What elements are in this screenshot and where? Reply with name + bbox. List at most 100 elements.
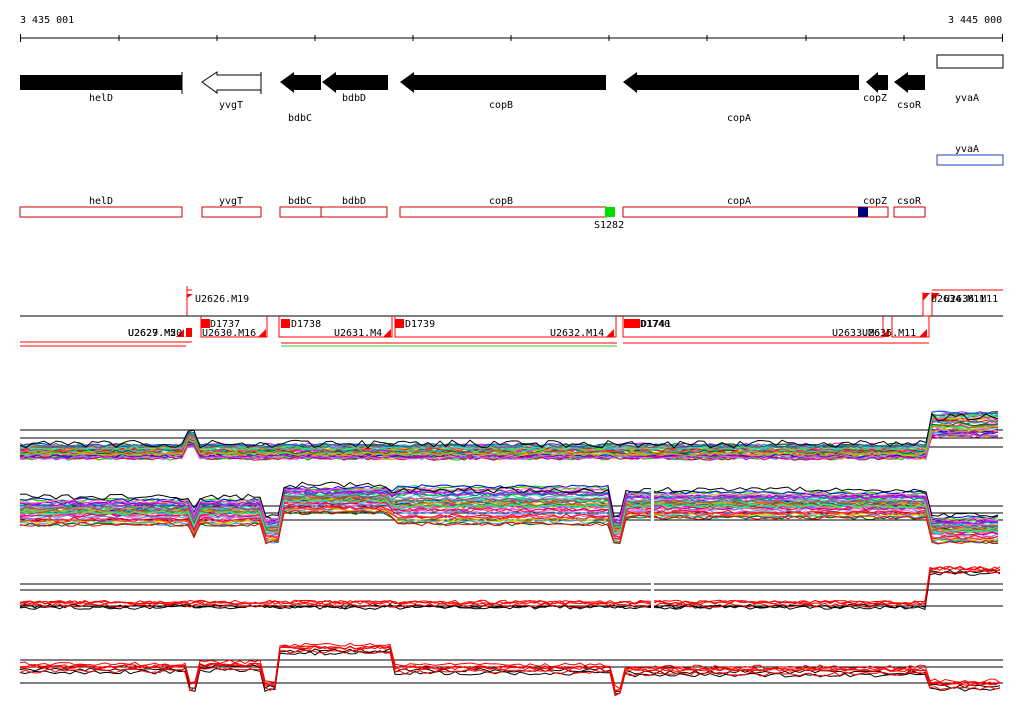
track3-profile (19, 565, 1001, 605)
track1-profile (19, 419, 999, 453)
segment-marker[interactable] (395, 319, 404, 328)
segment-track: U2626.M19 U2629.M5 U2627.M20 D1737 U2630… (20, 286, 1003, 347)
track3-profile (19, 565, 1001, 605)
cds-label: copA (727, 196, 751, 207)
track1-profile (19, 424, 999, 455)
segment-label: U2629.M5 (128, 328, 176, 339)
cds-label: yvaA (955, 144, 979, 155)
segment-label: D1741 (641, 319, 671, 330)
track2-profile (19, 508, 999, 543)
segment-bracket[interactable] (278, 316, 393, 338)
segment-label: U2634.M11 (931, 294, 985, 305)
segment-corner (258, 329, 266, 337)
track1-profile (19, 425, 999, 456)
segment-corner (187, 294, 193, 298)
cds-box-yvgT[interactable] (201, 206, 262, 218)
segment-marker[interactable] (201, 319, 210, 328)
segment-label: U2635.M11 (862, 328, 916, 339)
segment-marker[interactable] (624, 319, 640, 328)
segment-marker[interactable] (281, 319, 290, 328)
segment-label: D1737 (210, 319, 240, 330)
cds-box-copB[interactable] (399, 206, 607, 218)
track2-profile (19, 510, 999, 545)
gene-label: copA (727, 113, 751, 124)
track-gap (651, 578, 654, 612)
segment-label: U2630.M16 (202, 328, 256, 339)
cds-label: copZ (863, 196, 887, 207)
ruler-ticks (20, 34, 1003, 42)
track4-profile (19, 649, 1001, 697)
gene-bdbC[interactable]: bdbC (280, 72, 321, 124)
site-label: S1282 (594, 220, 624, 231)
segment-label: U2632.M14 (550, 328, 604, 339)
cds-box-bdbC[interactable] (279, 206, 322, 218)
track2-profile (19, 507, 999, 543)
cds-label: yvgT (219, 196, 243, 207)
cds-box-copA[interactable] (622, 206, 889, 218)
track4-profile (19, 642, 1001, 690)
coord-end: 3 445 000 (948, 15, 1002, 26)
track4-profile (19, 650, 1001, 695)
track4-profile (19, 644, 1001, 692)
cds-box-bdbD[interactable] (320, 206, 388, 218)
track2-profile (19, 494, 999, 529)
cds-label: copB (489, 196, 513, 207)
segment-corner (606, 329, 614, 337)
segment-label: D1740 (640, 319, 670, 330)
cds-box-helD[interactable] (19, 206, 183, 218)
segment-marker[interactable] (186, 328, 192, 337)
segment-bracket[interactable] (622, 316, 884, 338)
gene-copB[interactable]: copB (400, 72, 606, 111)
segment-corner (923, 293, 930, 301)
segment-corner (176, 329, 184, 337)
cds-label: bdbC (288, 196, 312, 207)
segment-label: U2631.M4 (334, 328, 382, 339)
track2-profile (19, 490, 999, 526)
track1-profile (19, 432, 999, 461)
track2-profile (19, 489, 999, 525)
track3-profile (19, 570, 1001, 608)
gene-csoR[interactable]: csoR (894, 72, 925, 111)
segment-label: U2633.M6 (832, 328, 880, 339)
site-green-marker[interactable] (605, 207, 615, 217)
track2-profile (19, 498, 999, 534)
coord-start: 3 435 001 (20, 15, 74, 26)
gene-label: yvgT (219, 100, 243, 111)
segment-corner (881, 329, 889, 337)
cds-box-csoR[interactable] (893, 206, 926, 218)
gene-label: csoR (897, 100, 922, 111)
yvaA-box[interactable]: yvaA (936, 144, 1004, 166)
gene-bdbD[interactable]: bdbD (322, 72, 388, 104)
cds-label: helD (89, 196, 113, 207)
track4-profile (19, 647, 1001, 693)
track2-profile-black (19, 481, 999, 518)
gene-label: helD (89, 93, 113, 104)
segment-corner (383, 329, 391, 337)
track1-profile-black (19, 412, 999, 449)
gene-label: yvaA (955, 93, 979, 104)
gene-yvaA[interactable]: yvaA (936, 54, 1004, 104)
segment-label: U2627.M20 (128, 328, 182, 339)
track1-profile (19, 410, 999, 448)
track4-profile (19, 645, 1001, 692)
track2-profile (19, 505, 999, 541)
gene-label: copB (489, 100, 513, 111)
track2-profile (19, 497, 999, 533)
track2-profile (19, 504, 999, 540)
gene-copA[interactable]: copA (623, 72, 859, 124)
cds-label: bdbD (342, 196, 366, 207)
segment-corner (919, 329, 927, 337)
cds-track: yvaA helD yvgT bdbC bdbD copB copA copZ … (19, 144, 1004, 231)
segment-bracket[interactable] (891, 316, 930, 338)
segment-corner (932, 293, 940, 301)
gene-yvgT[interactable]: yvgT (201, 71, 262, 111)
gene-helD[interactable]: helD (20, 72, 183, 104)
track3-profile (19, 566, 1001, 606)
site-navy-marker[interactable] (858, 207, 868, 217)
track2-profile (19, 488, 999, 524)
gene-label: copZ (863, 93, 887, 104)
gene-label: bdbD (342, 93, 366, 104)
gene-track: helD yvgT bdbC bdbD copB copA copZ (20, 54, 1004, 124)
gene-copZ[interactable]: copZ (863, 72, 888, 104)
